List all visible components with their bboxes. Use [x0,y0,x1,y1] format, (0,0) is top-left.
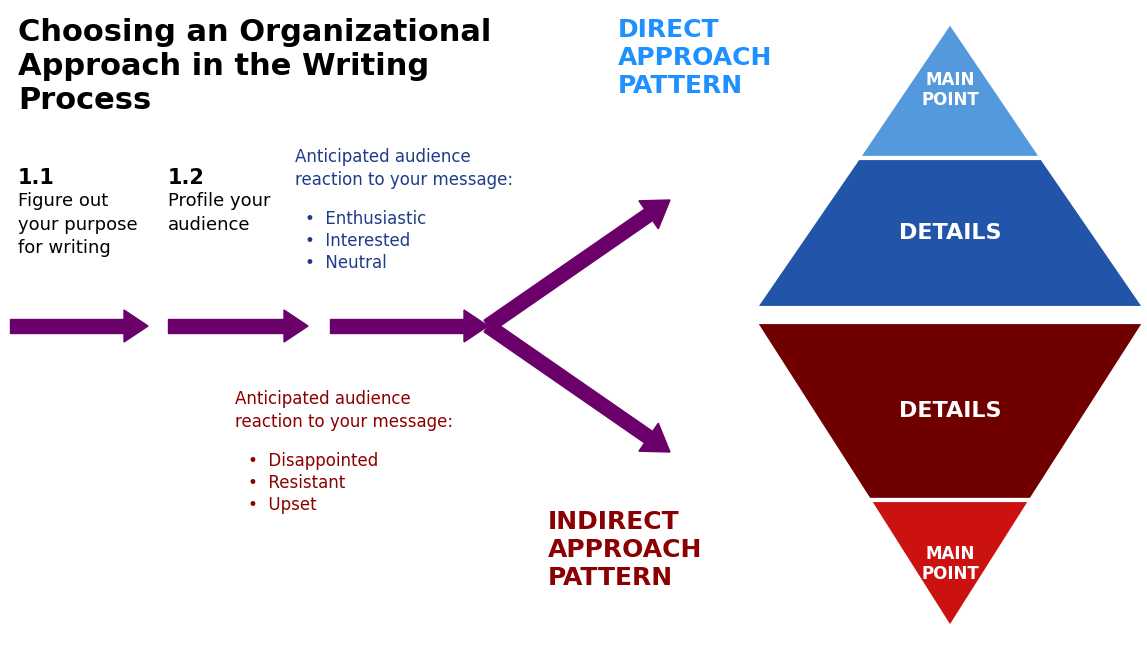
Text: MAIN
POINT: MAIN POINT [921,545,978,583]
Polygon shape [484,320,653,443]
Text: •  Interested: • Interested [305,232,411,250]
Text: •  Enthusiastic: • Enthusiastic [305,210,427,228]
Polygon shape [755,322,1145,500]
Polygon shape [330,319,465,333]
Text: Approach in the Writing: Approach in the Writing [18,52,429,81]
Text: 1.1: 1.1 [18,168,55,188]
Polygon shape [10,319,124,333]
Polygon shape [639,200,670,229]
Text: Figure out
your purpose
for writing: Figure out your purpose for writing [18,192,138,257]
Polygon shape [284,310,309,342]
Text: DIRECT: DIRECT [618,18,719,42]
Polygon shape [639,423,670,452]
Text: •  Upset: • Upset [248,496,317,514]
Text: DETAILS: DETAILS [899,401,1001,421]
Text: APPROACH: APPROACH [618,46,772,70]
Text: INDIRECT: INDIRECT [548,510,680,534]
Text: Choosing an Organizational: Choosing an Organizational [18,18,491,47]
Text: •  Neutral: • Neutral [305,254,387,272]
Polygon shape [755,158,1145,308]
Text: •  Disappointed: • Disappointed [248,452,379,470]
Text: APPROACH: APPROACH [548,538,702,562]
Text: Anticipated audience
reaction to your message:: Anticipated audience reaction to your me… [235,390,453,431]
Text: MAIN
POINT: MAIN POINT [921,71,978,110]
Polygon shape [858,22,1041,158]
Text: PATTERN: PATTERN [618,74,743,98]
Text: DETAILS: DETAILS [899,223,1001,243]
Polygon shape [124,310,148,342]
Text: Anticipated audience
reaction to your message:: Anticipated audience reaction to your me… [295,148,513,189]
Polygon shape [869,500,1031,628]
Polygon shape [484,209,653,332]
Text: Profile your
audience: Profile your audience [167,192,271,234]
Text: •  Resistant: • Resistant [248,474,345,492]
Text: Process: Process [18,86,151,115]
Text: PATTERN: PATTERN [548,566,673,590]
Text: 1.2: 1.2 [167,168,205,188]
Polygon shape [465,310,487,342]
Polygon shape [167,319,284,333]
